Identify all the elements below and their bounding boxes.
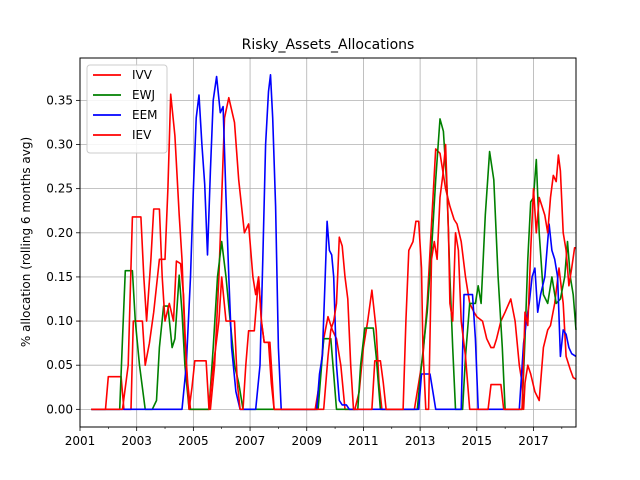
x-tick-label: 2011: [348, 434, 379, 448]
y-tick-label: 0.35: [46, 93, 73, 107]
x-tick-label: 2017: [518, 434, 549, 448]
chart-title: Risky_Assets_Allocations: [242, 37, 415, 53]
y-tick-label: 0.20: [46, 226, 73, 240]
legend-label-ewj: EWJ: [132, 88, 155, 102]
y-axis: 0.00 0.05 0.10 0.15 0.20 0.25 0.30 0.35: [46, 93, 80, 416]
series-line-iev: [91, 143, 576, 411]
y-tick-label: 0.10: [46, 314, 73, 328]
legend-label-iev: IEV: [132, 128, 152, 142]
y-tick-label: 0.15: [46, 270, 73, 284]
x-tick-label: 2003: [121, 434, 152, 448]
legend: IVV EWJ EEM IEV: [86, 64, 168, 154]
x-tick-label: 2009: [291, 434, 322, 448]
y-tick-label: 0.25: [46, 182, 73, 196]
legend-label-eem: EEM: [132, 108, 158, 122]
x-tick-label: 2001: [65, 434, 96, 448]
y-tick-label: 0.30: [46, 138, 73, 152]
x-tick-label: 2013: [405, 434, 436, 448]
x-tick-label: 2015: [462, 434, 493, 448]
legend-box: [86, 64, 168, 154]
plot-frame: [79, 57, 577, 428]
y-axis-label: % allocation (rolling 6 months avg): [19, 137, 33, 347]
x-axis: 2001 2003 2005 2007 2009 2011 2013 2015 2017: [65, 427, 563, 448]
x-tick-label: 2005: [178, 434, 209, 448]
series-line-eem: [91, 74, 577, 411]
y-tick-label: 0.05: [46, 358, 73, 372]
legend-label-ivv: IVV: [132, 68, 153, 82]
series-lines: [91, 74, 577, 411]
y-tick-label: 0.00: [46, 402, 73, 416]
x-tick-label: 2007: [235, 434, 266, 448]
